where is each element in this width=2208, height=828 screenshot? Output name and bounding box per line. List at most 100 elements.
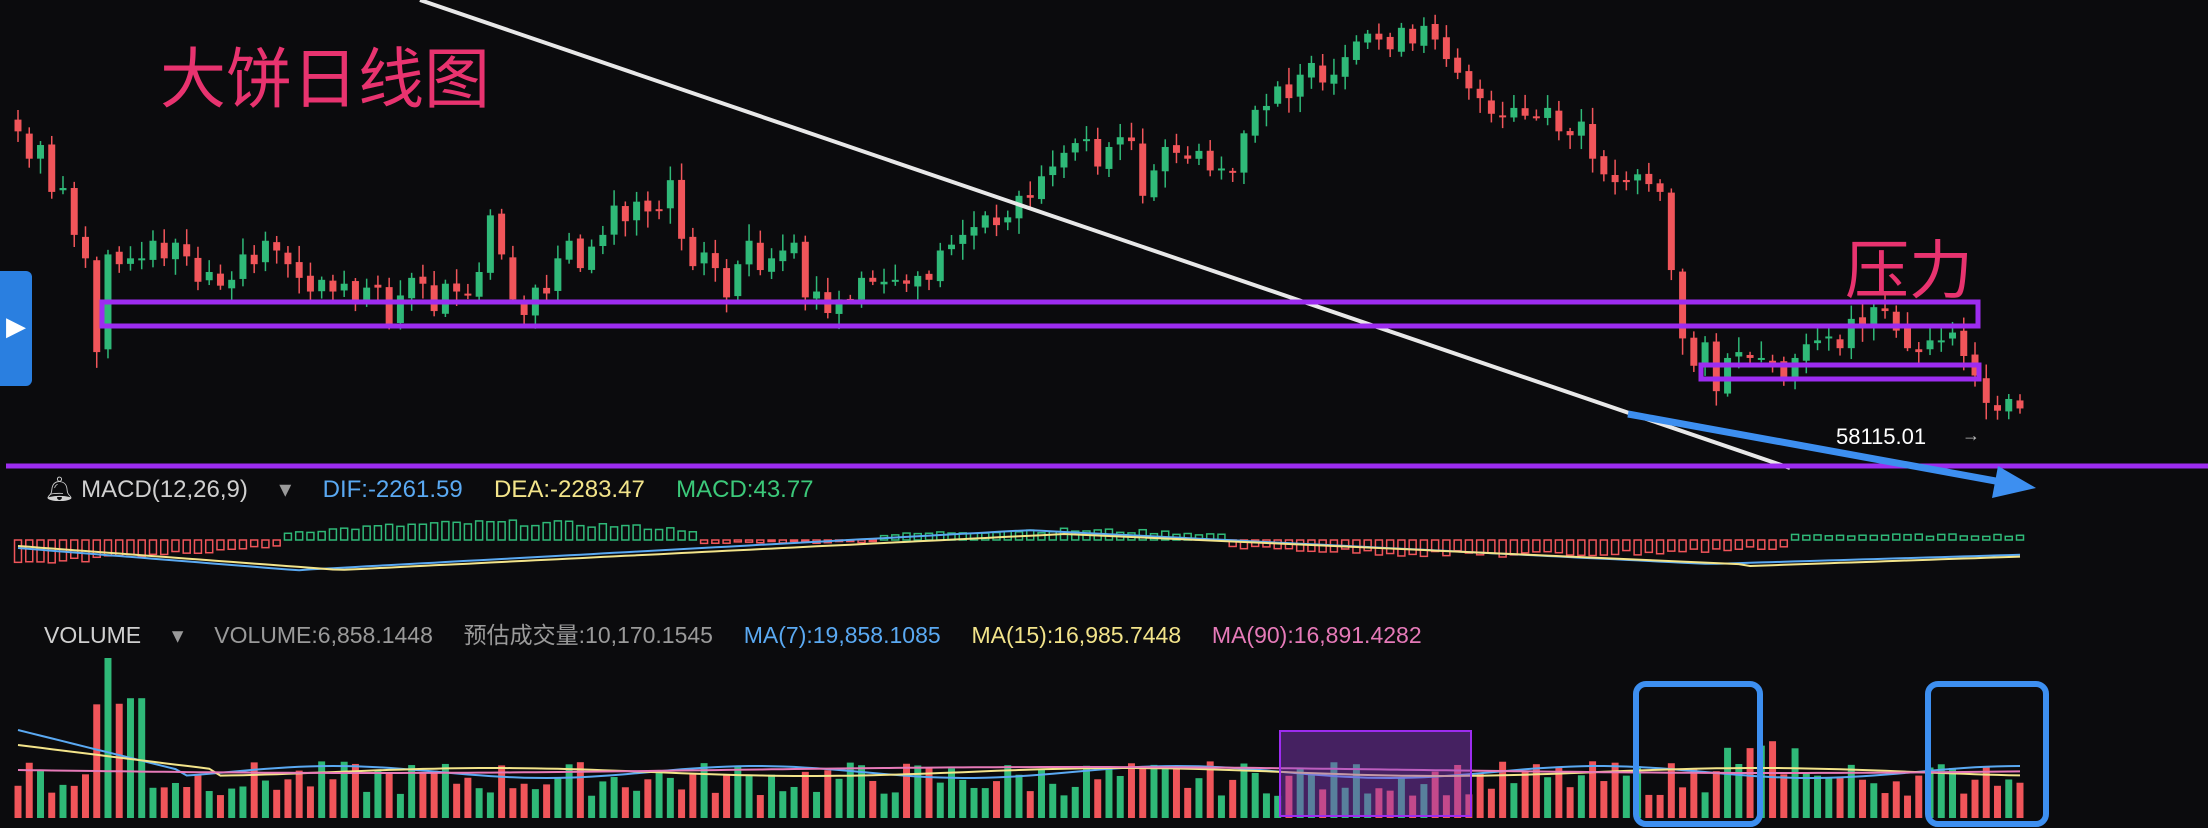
volume-bar xyxy=(678,789,686,818)
candle-body xyxy=(115,251,123,265)
candle-body xyxy=(1476,88,1484,99)
volume-bar xyxy=(318,761,326,818)
volume-bar xyxy=(1296,769,1304,818)
candle-body xyxy=(1431,24,1439,40)
volume-bar xyxy=(453,783,461,818)
volume-bar xyxy=(1195,778,1203,818)
macd-histogram-bar xyxy=(261,539,270,549)
macd-histogram-bar xyxy=(1734,539,1744,550)
volume-indicator-name[interactable]: VOLUME xyxy=(44,622,142,648)
volume-bar xyxy=(891,792,899,818)
volume-ma90-line xyxy=(17,766,2021,774)
macd-histogram-bar xyxy=(699,539,709,545)
macd-histogram-bar xyxy=(1745,539,1755,548)
candle-body xyxy=(633,201,641,221)
candle-body xyxy=(160,242,168,259)
volume-bar xyxy=(1510,783,1518,818)
dea-line xyxy=(17,532,2021,571)
macd-histogram-bar xyxy=(126,539,135,556)
volume-bar xyxy=(408,765,416,818)
macd-histogram-bar xyxy=(1003,530,1012,541)
candle-body xyxy=(813,291,821,299)
volume-bar xyxy=(1105,767,1113,818)
candle-body xyxy=(70,188,78,235)
macd-histogram-bar xyxy=(2015,534,2025,541)
candle-body xyxy=(1251,109,1259,136)
volume-bar xyxy=(284,779,292,818)
volume-bar xyxy=(824,770,832,818)
volume-bar xyxy=(1319,789,1327,818)
candle-body xyxy=(1161,146,1169,172)
resistance-zone-box xyxy=(1698,362,1982,382)
candle-body xyxy=(1015,195,1023,219)
volume-bar xyxy=(925,767,933,818)
macd-histogram-bar xyxy=(1790,533,1800,541)
candle-body xyxy=(1060,152,1068,168)
candle-body xyxy=(273,242,281,251)
macd-histogram-bar xyxy=(1892,533,1901,541)
volume-bar xyxy=(1679,787,1687,818)
macd-histogram-bar xyxy=(789,539,799,543)
volume-bar xyxy=(1431,771,1439,818)
volume-bar xyxy=(599,781,607,818)
volume-bar xyxy=(430,770,438,818)
volume-bar xyxy=(1285,775,1293,818)
candle-body xyxy=(396,295,404,324)
side-tab-button[interactable]: ▶ xyxy=(0,271,32,386)
macd-histogram-bar xyxy=(519,525,529,541)
chevron-right-icon: ▶ xyxy=(6,311,26,341)
volume-highlight-box xyxy=(1925,681,2049,827)
volume-bar xyxy=(711,792,719,818)
volume-bar xyxy=(756,795,764,818)
candle-body xyxy=(644,200,652,212)
estimated-volume-value: 预估成交量:10,170.1545 xyxy=(463,622,713,648)
candle-body xyxy=(610,205,618,235)
macd-histogram-bar xyxy=(553,520,563,541)
volume-ma15-value: MA(15):16,985.7448 xyxy=(971,622,1182,648)
candle-body xyxy=(835,299,843,314)
candle-body xyxy=(25,133,33,159)
chart-title: 大饼日线图 xyxy=(160,42,490,116)
chevron-down-icon[interactable]: ▾ xyxy=(171,622,184,648)
volume-bar xyxy=(1487,788,1495,818)
chevron-down-icon[interactable]: ▾ xyxy=(279,476,292,503)
candle-body xyxy=(1555,110,1563,132)
volume-bar xyxy=(554,778,562,818)
volume-value: VOLUME:6,858.1448 xyxy=(214,622,433,648)
macd-histogram-bar xyxy=(666,527,675,541)
macd-histogram-bar xyxy=(1925,535,1935,541)
volume-bar xyxy=(1802,772,1810,818)
candle-body xyxy=(81,236,89,259)
volume-bar xyxy=(1600,781,1608,818)
volume-highlight-box xyxy=(1633,681,1763,827)
macd-histogram-bar xyxy=(362,525,371,541)
volume-bar xyxy=(1577,775,1585,818)
macd-histogram-bar xyxy=(632,524,641,541)
volume-bar xyxy=(588,795,596,818)
candle-body xyxy=(1915,349,1923,353)
macd-indicator-name[interactable]: MACD(12,26,9) xyxy=(81,476,248,503)
macd-histogram-bar xyxy=(216,539,225,551)
candle-body xyxy=(498,213,506,255)
last-price-label: 58115.01 xyxy=(1836,424,1927,449)
arrow-right-icon: → xyxy=(1962,425,1980,445)
volume-bar xyxy=(1094,779,1102,818)
volume-bar xyxy=(239,786,247,818)
volume-bar xyxy=(576,762,584,818)
resistance-zone-box xyxy=(99,299,1981,329)
macd-histogram-bar xyxy=(1667,539,1676,552)
macd-histogram-bar xyxy=(1869,534,1879,541)
macd-histogram-bar xyxy=(1633,539,1642,556)
volume-bar xyxy=(1982,767,1990,818)
volume-bar xyxy=(138,698,146,818)
macd-histogram-bar xyxy=(868,539,878,543)
macd-histogram-bar xyxy=(1835,534,1845,541)
candle-body xyxy=(37,145,44,159)
volume-bar xyxy=(1116,775,1124,818)
volume-bar xyxy=(2016,782,2024,818)
volume-bar xyxy=(1735,763,1743,818)
macd-histogram-bar xyxy=(193,539,203,554)
candle-body xyxy=(1870,307,1878,329)
volume-legend: VOLUME ▾ VOLUME:6,858.1448 预估成交量:10,170.… xyxy=(44,616,1422,650)
bell-icon[interactable]: 🔔︎ xyxy=(44,476,75,503)
